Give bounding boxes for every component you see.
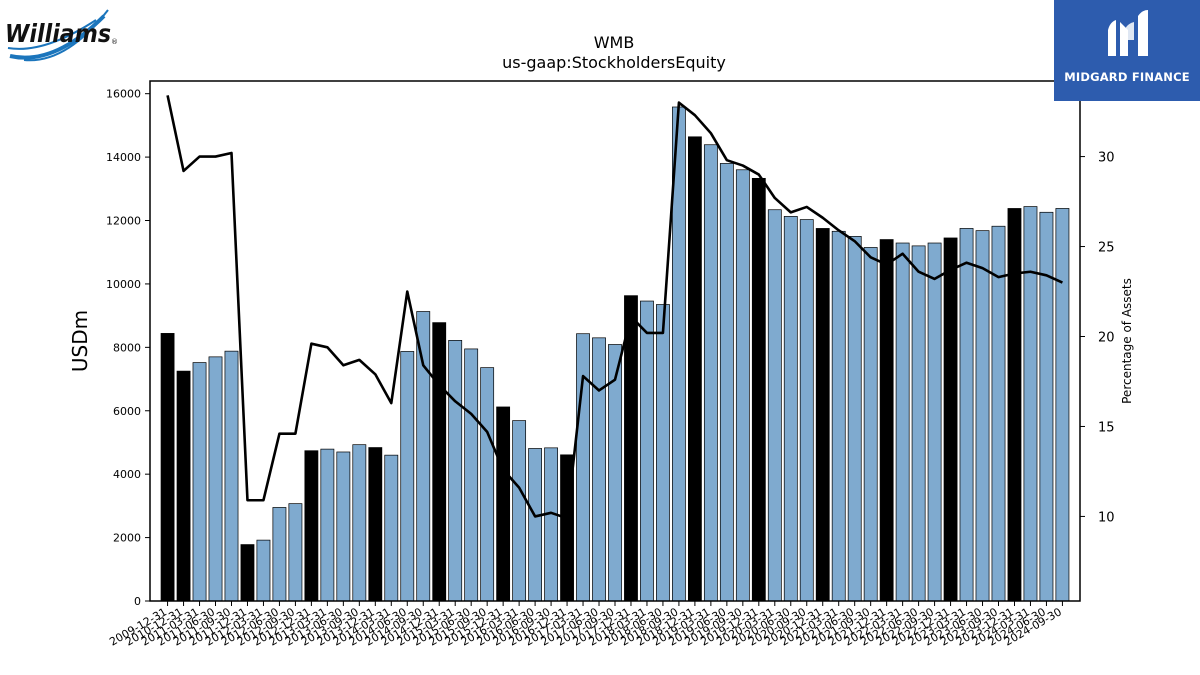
bar	[927, 242, 942, 602]
bar	[256, 539, 271, 602]
bar	[640, 300, 654, 602]
bar	[1023, 206, 1038, 602]
bar	[416, 311, 431, 602]
axes-layer: 0 2000 4000 6000 8000 10000 12000 14000 16000 10 1…	[106, 80, 1115, 649]
y2-tick-label: 25	[1098, 241, 1115, 256]
midgard-finance-logo: MIDGARD FINANCE	[1054, 0, 1200, 101]
y2-axis-label: Percentage of Assets	[1120, 278, 1134, 404]
y-tick-label: 12000	[106, 215, 141, 228]
bar	[176, 370, 191, 602]
y-tick-label: 14000	[106, 151, 141, 164]
bar	[448, 340, 463, 602]
williams-logo: Williams ®	[4, 4, 122, 66]
bar	[751, 177, 766, 602]
bar	[799, 219, 814, 602]
bar	[895, 242, 910, 602]
bar	[544, 447, 558, 602]
bar	[528, 448, 542, 602]
bar	[224, 350, 239, 602]
bar	[304, 450, 319, 602]
bar	[352, 444, 367, 602]
bar	[1055, 208, 1070, 602]
bar	[624, 295, 638, 602]
bar	[192, 362, 207, 602]
bar	[496, 406, 511, 602]
midgard-monogram-icon	[1108, 10, 1148, 56]
bar	[656, 304, 670, 602]
bar	[815, 228, 830, 602]
bar	[592, 337, 606, 602]
bar	[512, 420, 527, 602]
bar	[911, 245, 926, 602]
bar	[703, 144, 718, 602]
bar	[432, 322, 447, 602]
y-axis-label: USDm	[68, 310, 92, 372]
y-tick-label: 10000	[106, 278, 141, 291]
chart-title: WMB	[594, 33, 635, 52]
bars-layer	[160, 106, 1070, 602]
williams-swoosh-icon: Williams ®	[5, 9, 118, 62]
bar	[160, 333, 175, 602]
bar	[480, 367, 495, 602]
bar	[576, 333, 590, 602]
bar	[400, 351, 415, 602]
bar	[863, 247, 878, 602]
y-tick-label: 16000	[106, 88, 141, 101]
y-tick-label: 8000	[113, 341, 141, 354]
bar	[719, 163, 734, 602]
bar	[240, 544, 255, 602]
bar	[831, 230, 846, 602]
y-tick-label: 0	[134, 595, 141, 608]
y2-tick-label: 30	[1098, 151, 1115, 166]
bar	[464, 348, 479, 602]
bar	[288, 503, 303, 602]
bar	[320, 448, 335, 602]
line-layer	[166, 95, 1063, 520]
bar	[735, 169, 750, 602]
bar	[959, 228, 974, 602]
chart-subtitle: us-gaap:StockholdersEquity	[502, 53, 726, 72]
y-tick-label: 2000	[113, 532, 141, 545]
y2-tick-label: 15	[1098, 420, 1115, 435]
bar	[879, 239, 894, 602]
bar	[943, 237, 958, 602]
y2-tick-label: 10	[1098, 510, 1115, 525]
williams-registered-mark: ®	[111, 38, 118, 46]
bar	[272, 507, 287, 602]
midgard-finance-text: MIDGARD FINANCE	[1064, 70, 1190, 84]
bar	[847, 236, 862, 602]
percentage-of-assets-line	[166, 95, 1063, 520]
bar	[336, 451, 351, 602]
bar	[767, 209, 782, 602]
williams-logo-text: Williams	[5, 19, 111, 48]
bar	[991, 225, 1006, 602]
bar	[687, 136, 702, 602]
bar	[1039, 211, 1054, 602]
y2-tick-label: 20	[1098, 331, 1115, 346]
bar	[368, 447, 383, 602]
bar	[783, 216, 798, 602]
y-tick-label: 4000	[113, 468, 141, 481]
bar	[1007, 208, 1022, 602]
bar	[384, 454, 399, 602]
bar	[975, 230, 990, 602]
y-tick-label: 6000	[113, 405, 141, 418]
bar	[208, 356, 223, 602]
